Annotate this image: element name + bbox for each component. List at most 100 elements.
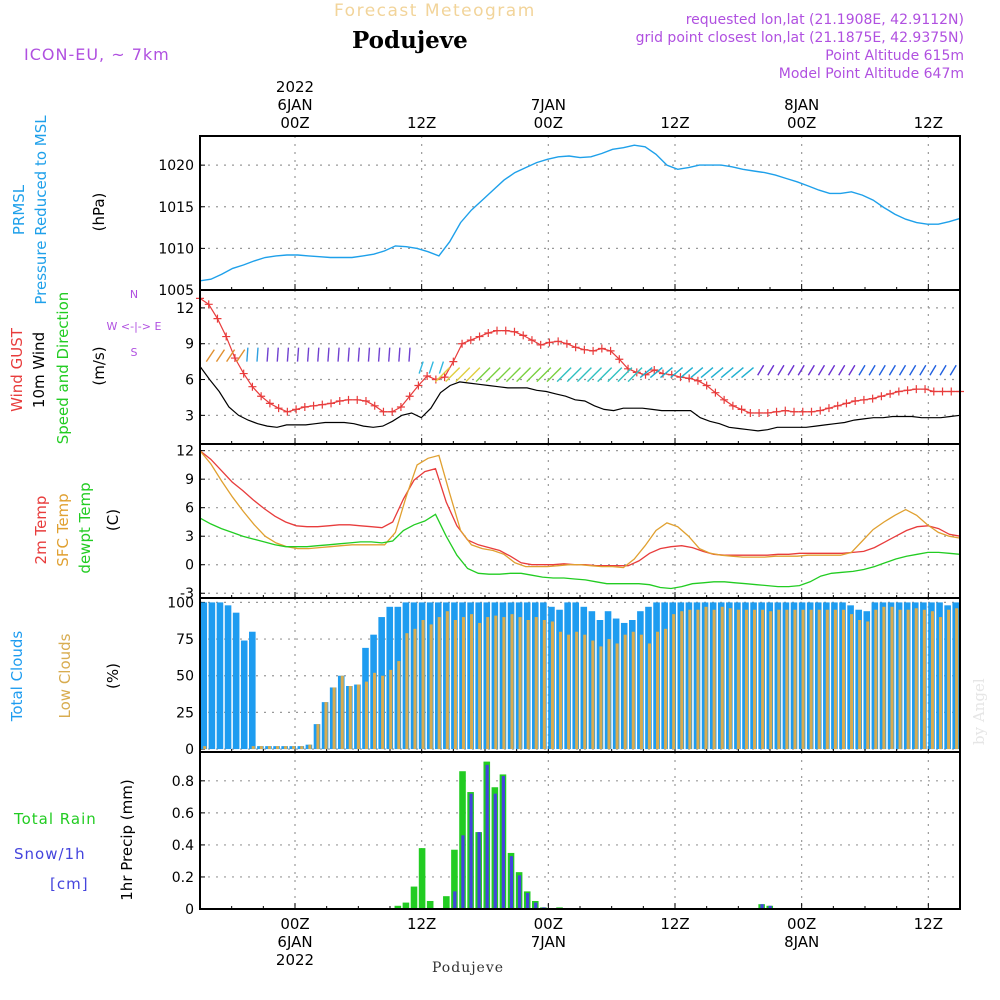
wind-direction-arrow (246, 347, 249, 362)
precip-ytick-label-1: 0.2 (172, 870, 194, 886)
wind-direction-arrow (680, 367, 694, 379)
bottom-time-label-0: 6JAN (277, 933, 312, 951)
gust-marker (527, 336, 536, 345)
precip-ytick-label-0: 0 (185, 902, 194, 918)
wind-direction-arrow (536, 367, 552, 383)
pressure-label-long: Pressure Reduced to MSL (32, 115, 50, 305)
gust-marker (222, 332, 231, 341)
pressure-ytick-label-2: 1015 (158, 200, 194, 216)
low-cloud-bar (793, 609, 797, 750)
wind-direction-arrow (660, 367, 673, 379)
low-cloud-bar (300, 746, 304, 750)
gust-marker (396, 402, 405, 411)
low-cloud-bar (947, 609, 951, 750)
temperature-frame (199, 443, 961, 599)
low-cloud-bar (534, 617, 538, 750)
wind-direction-arrow (546, 367, 562, 383)
gust-marker (257, 392, 266, 401)
footer-location: Podujeve (432, 960, 504, 976)
wind-direction-arrow (690, 367, 704, 379)
low-cloud-bar (914, 608, 918, 750)
snow-bar (760, 904, 764, 909)
wind-direction-arrow (878, 364, 886, 376)
low-cloud-bar (470, 614, 474, 750)
requested-coords: requested lon,lat (21.1908E, 42.9112N) (686, 12, 964, 28)
bottom-time-label-4: 00Z (787, 915, 816, 933)
low-cloud-bar (421, 620, 425, 750)
low-cloud-bar (744, 609, 749, 750)
wind-direction-arrow (256, 347, 259, 362)
pressure-line (199, 144, 961, 282)
low-cloud-bar (607, 639, 611, 750)
wind-direction-arrow (317, 347, 320, 362)
gust-marker (353, 395, 362, 404)
low-cloud-bar (615, 643, 619, 750)
snow-bar (525, 892, 530, 909)
wind-direction-arrow (438, 361, 445, 374)
snow-bar (477, 832, 481, 909)
wind-ytick-label-1: 6 (185, 373, 194, 389)
low-cloud-bar (437, 617, 441, 750)
rain-bar (426, 900, 434, 909)
gust-marker (851, 397, 860, 406)
gust-marker (475, 332, 484, 341)
top-time-label-4: 00Z (787, 114, 816, 132)
low-cloud-bar (373, 672, 377, 750)
gust-marker (597, 344, 606, 353)
snow-unit: [cm] (50, 875, 89, 893)
gust-marker (466, 336, 475, 345)
low-cloud-bar (922, 609, 926, 750)
top-time-label-0: 6JAN (277, 96, 312, 114)
wind-direction-arrow (827, 364, 836, 376)
gust-marker (711, 388, 720, 397)
low-cloud-bar (405, 633, 409, 750)
low-cloud-bar (801, 609, 805, 750)
gust-marker (728, 401, 737, 410)
gust-marker (807, 407, 816, 416)
gust-marker (606, 346, 615, 355)
precip-ytick-label-3: 0.6 (172, 806, 194, 822)
gust-marker (318, 400, 327, 409)
wind-direction-arrow (757, 364, 765, 376)
low-cloud-bar (680, 611, 684, 750)
temp-unit: (C) (104, 509, 122, 531)
snow-legend: Snow/1h (14, 845, 86, 863)
low-cloud-bar (397, 661, 401, 750)
gust-marker (431, 375, 440, 384)
low-cloud-bar (712, 609, 716, 750)
pressure-unit: (hPa) (90, 193, 108, 232)
low-cloud-bar (259, 746, 263, 750)
bottom-time-label-5: 12Z (914, 915, 943, 933)
wind-direction-arrow (741, 367, 754, 379)
low-cloud-bar (308, 744, 312, 750)
wind-direction-arrow (226, 349, 236, 363)
low-clouds-label: Low Clouds (56, 633, 74, 718)
temp-sfc-label: SFC Temp (54, 493, 72, 566)
temperature-panel: -3 0 3 6 9 12 (176, 444, 961, 602)
rain-bar (451, 849, 458, 909)
wind-direction-arrow (639, 367, 653, 379)
top-time-label-5: 12Z (914, 114, 943, 132)
low-cloud-bar (938, 617, 943, 750)
low-cloud-bar (518, 617, 522, 750)
gust-marker (816, 406, 825, 415)
low-cloud-bar (494, 615, 498, 750)
low-cloud-bar (203, 746, 207, 750)
gust-label: Wind GUST (8, 327, 26, 412)
wind-direction-arrow (327, 347, 330, 362)
low-cloud-bar (478, 622, 482, 750)
low-cloud-bar (324, 702, 328, 750)
wind-direction-arrow (505, 367, 521, 383)
precip-ytick-label-2: 0.4 (172, 838, 194, 854)
wind-direction-arrow (898, 364, 907, 376)
wind-ytick-label-2: 9 (185, 337, 194, 353)
wind-direction-arrow (949, 364, 957, 376)
low-cloud-bar (777, 609, 781, 750)
wind-direction-arrow (720, 367, 734, 379)
gust-marker (571, 343, 580, 352)
low-cloud-bar (672, 614, 676, 750)
total-cloud-bar (208, 602, 216, 750)
gust-marker (327, 399, 336, 408)
temp-2m-label: 2m Temp (32, 496, 50, 565)
